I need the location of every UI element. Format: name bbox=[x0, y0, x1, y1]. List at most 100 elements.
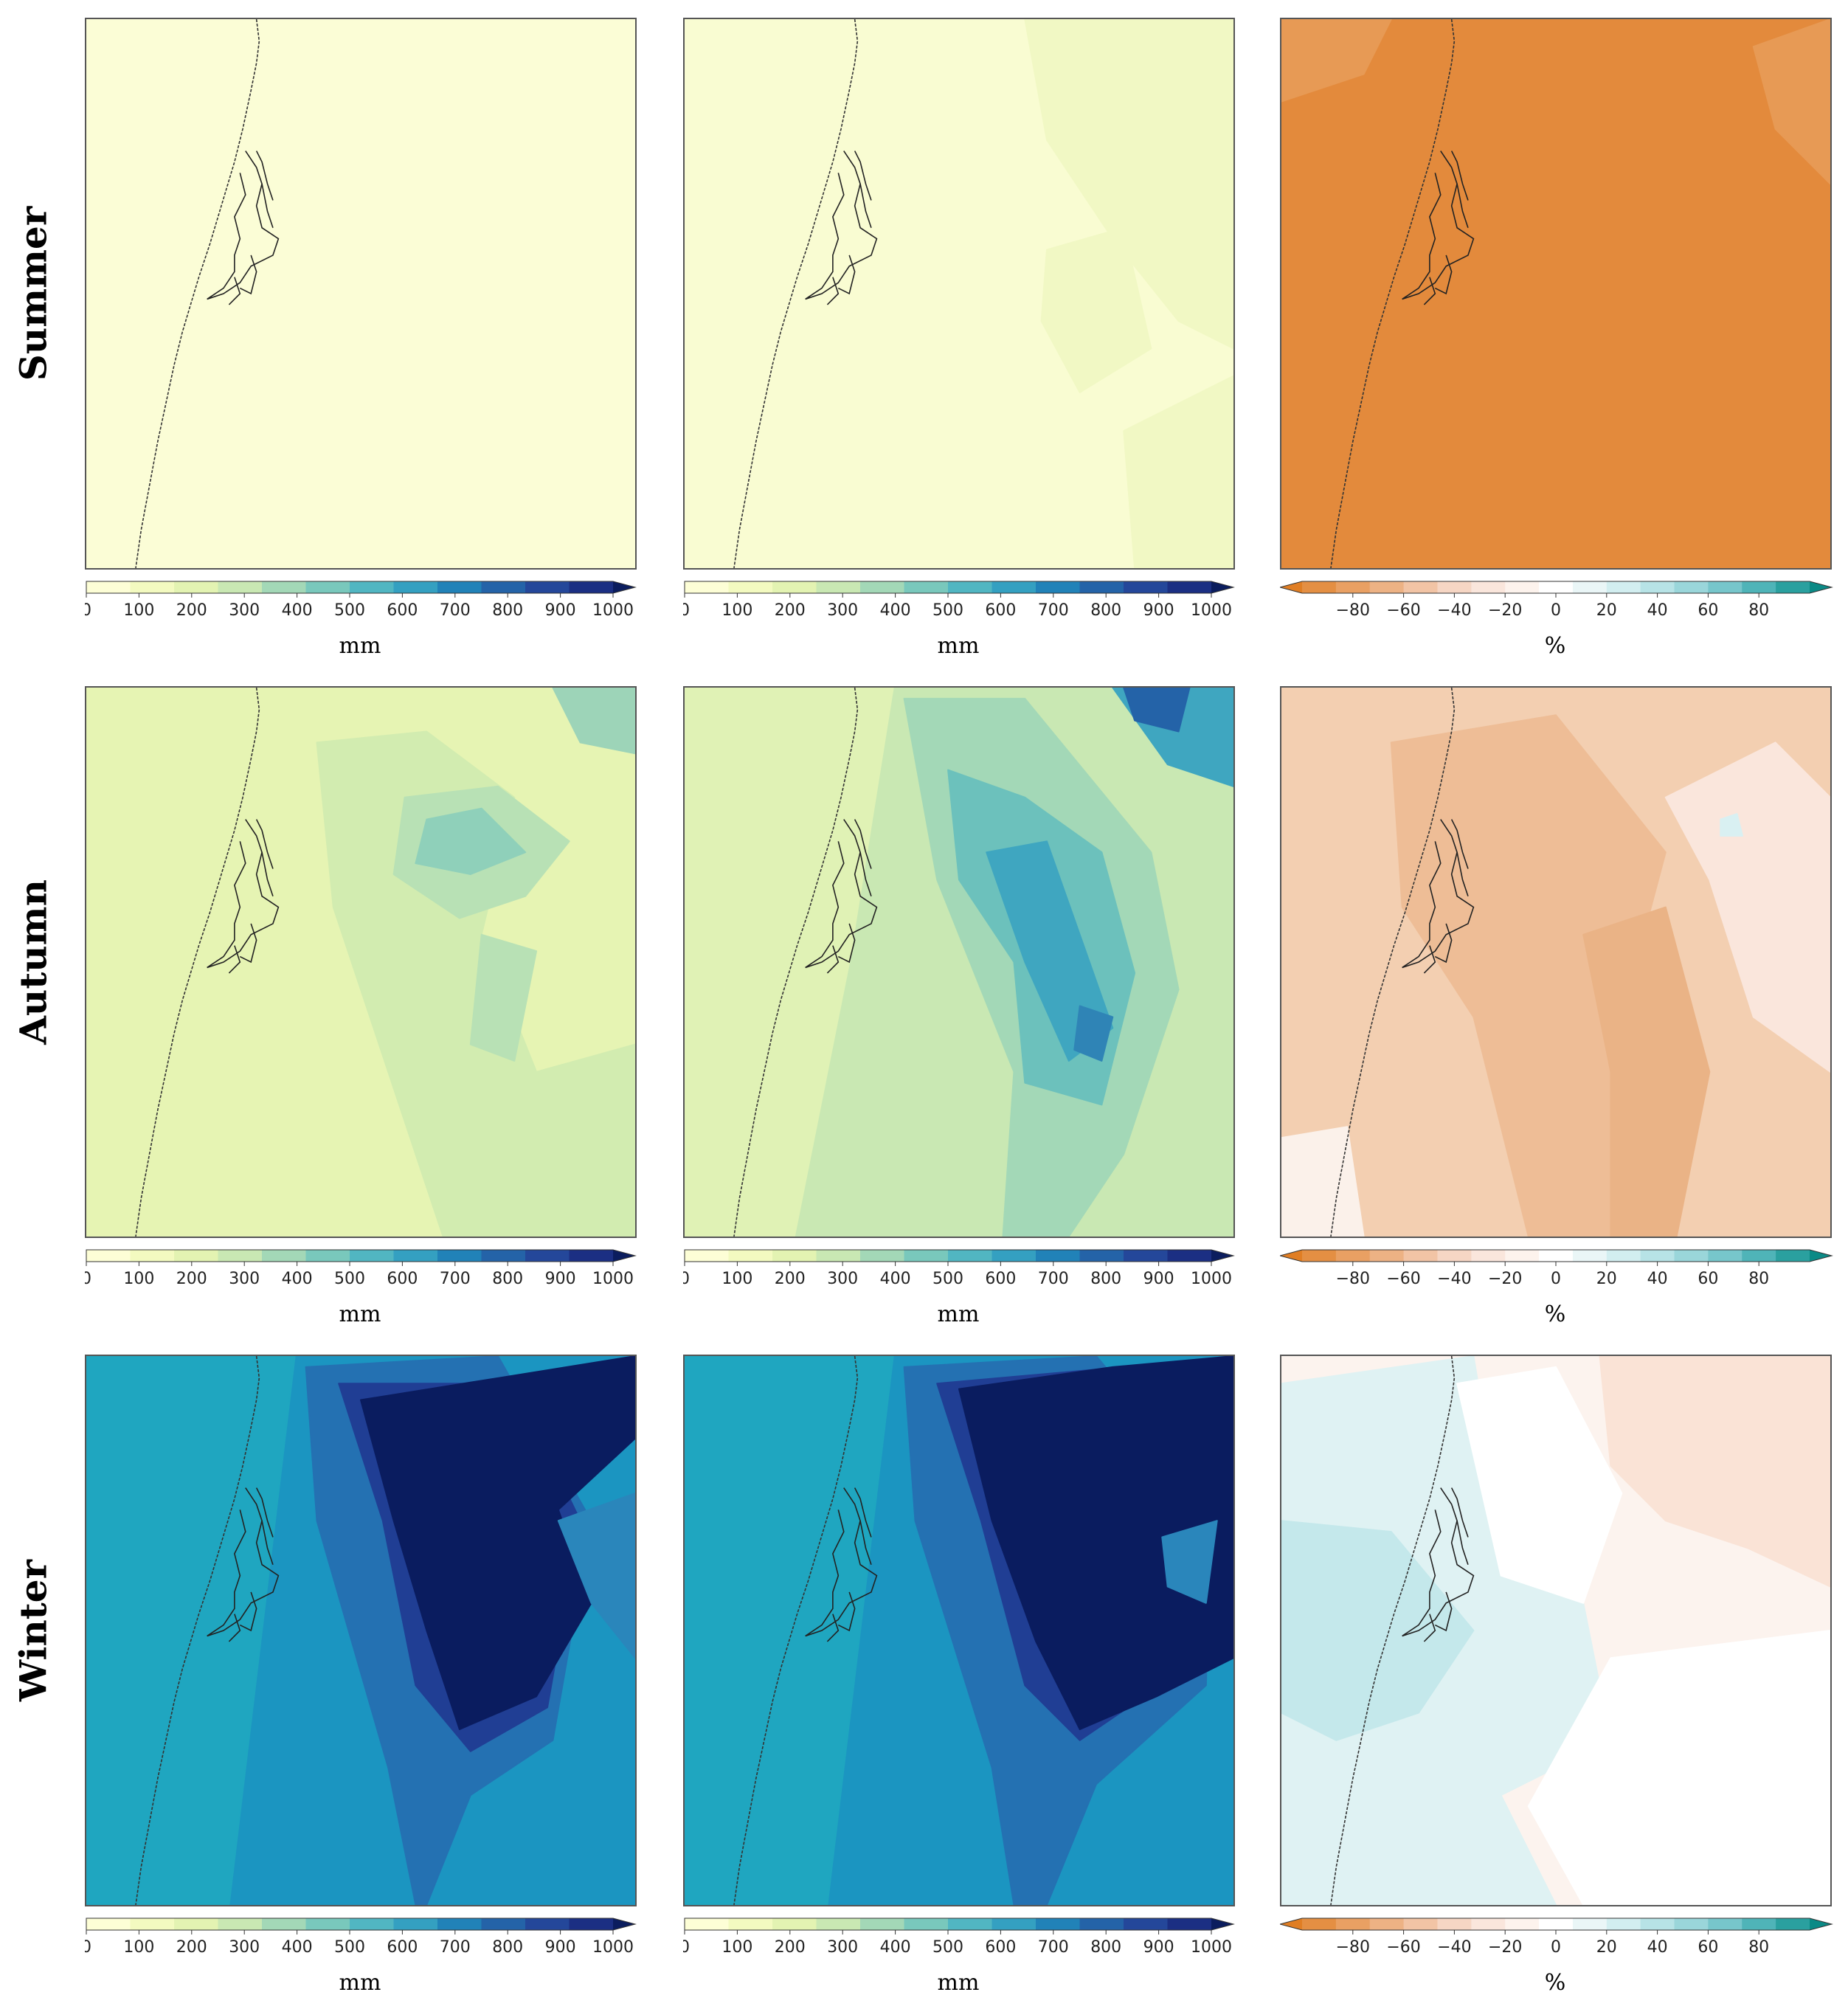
field-region bbox=[415, 807, 527, 875]
colorbar-segment bbox=[1471, 1918, 1506, 1930]
colorbar-tick-label: 300 bbox=[229, 1270, 260, 1288]
colorbar-segment bbox=[685, 581, 729, 593]
field-region bbox=[1073, 1005, 1114, 1062]
colorbar-segment bbox=[1742, 1918, 1776, 1930]
colorbar-tick-label: 700 bbox=[440, 601, 471, 620]
colorbar-frame bbox=[684, 1918, 1235, 1931]
colorbar-frame bbox=[86, 1918, 637, 1931]
colorbar-segment bbox=[1505, 1918, 1540, 1930]
field-region bbox=[1582, 906, 1711, 1237]
colorbar-segment bbox=[1167, 1250, 1212, 1262]
colorbar-extend-arrow bbox=[1211, 581, 1233, 593]
field-region bbox=[1123, 688, 1191, 733]
colorbar-segment bbox=[1742, 1250, 1776, 1262]
colorbar-tick-label: −60 bbox=[1386, 1270, 1420, 1288]
colorbar-segment bbox=[1674, 1918, 1709, 1930]
colorbar-segment bbox=[350, 1250, 394, 1262]
estuary-outline bbox=[1434, 923, 1453, 964]
field-region bbox=[685, 1356, 894, 1905]
colorbar: −80 −60 −40 −20 0 20 40 60 80 bbox=[1278, 1915, 1833, 1992]
estuary-outline bbox=[1456, 852, 1469, 896]
colorbar-tick-label: 1000 bbox=[1191, 1270, 1232, 1288]
colorbar-segment bbox=[1437, 1250, 1472, 1262]
colorbar-tick-label: 900 bbox=[1143, 1938, 1174, 1957]
colorbar-tick-label: 600 bbox=[387, 1938, 418, 1957]
colorbar-segment bbox=[481, 1918, 526, 1930]
colorbar-tick-label: 600 bbox=[387, 601, 418, 620]
colorbar-segment bbox=[1572, 581, 1608, 593]
estuary-outline bbox=[837, 1591, 856, 1632]
colorbar-extend-arrow bbox=[1810, 581, 1832, 593]
colorbar: −80 −60 −40 −20 0 20 40 60 80 bbox=[1278, 578, 1833, 655]
coastline bbox=[733, 19, 859, 568]
colorbar-unit-label: % bbox=[1544, 1970, 1566, 1996]
coastline bbox=[733, 1356, 859, 1905]
colorbar-segment bbox=[218, 1918, 263, 1930]
colorbar-segment bbox=[1572, 1918, 1608, 1930]
colorbar-segment bbox=[1776, 1250, 1810, 1262]
map-autumn-1 bbox=[85, 686, 637, 1238]
estuary-outline bbox=[859, 184, 872, 228]
estuary-outline bbox=[805, 1487, 878, 1637]
colorbar-tick-label: −40 bbox=[1437, 1938, 1471, 1957]
colorbar-tick-label: 100 bbox=[721, 1938, 752, 1957]
colorbar-tick-label: 200 bbox=[176, 1938, 207, 1957]
colorbar-segment bbox=[1079, 1250, 1124, 1262]
map-summer-2 bbox=[683, 18, 1235, 570]
colorbar-segment bbox=[174, 1250, 218, 1262]
colorbar-segment bbox=[1606, 581, 1641, 593]
colorbar-segment bbox=[1124, 1918, 1168, 1930]
colorbar-tick-label: 800 bbox=[492, 601, 523, 620]
colorbar-frame bbox=[86, 1249, 637, 1262]
colorbar-tick-label: 700 bbox=[440, 1938, 471, 1957]
colorbar-segment bbox=[904, 1250, 949, 1262]
colorbar-tick-label: −40 bbox=[1437, 601, 1471, 620]
colorbar-tick-label: 900 bbox=[545, 1270, 576, 1288]
colorbar-tick-label: 700 bbox=[1038, 1938, 1069, 1957]
colorbar-segment bbox=[1302, 581, 1337, 593]
colorbar-tick-label: 600 bbox=[985, 1270, 1016, 1288]
colorbar-segment bbox=[569, 1918, 614, 1930]
coastline bbox=[1330, 1356, 1456, 1905]
colorbar-segment bbox=[569, 581, 614, 593]
estuary-outline bbox=[228, 1614, 241, 1642]
colorbar-unit-label: mm bbox=[339, 1301, 381, 1327]
coastline bbox=[1330, 688, 1456, 1237]
colorbar-segment bbox=[1572, 1250, 1608, 1262]
colorbar-tick-label: 900 bbox=[1143, 1270, 1174, 1288]
colorbar-segment bbox=[174, 581, 218, 593]
colorbar-extend-arrow bbox=[613, 1918, 635, 1930]
field-region bbox=[557, 1493, 635, 1659]
colorbar-segment bbox=[1167, 1918, 1212, 1930]
estuary-outline bbox=[261, 1521, 274, 1565]
colorbar-segment bbox=[1437, 581, 1472, 593]
colorbar-segment bbox=[860, 1250, 904, 1262]
colorbar-segment bbox=[130, 581, 175, 593]
estuary-outline bbox=[1423, 1614, 1436, 1642]
colorbar: 0 100 200 300 400 500 600 700 800 900 1000 bbox=[679, 1247, 1236, 1324]
estuary-outline bbox=[239, 923, 257, 964]
colorbar-segment bbox=[393, 1918, 438, 1930]
colorbar-segment bbox=[772, 1250, 817, 1262]
map-field bbox=[86, 19, 635, 568]
colorbar-extend-arrow bbox=[1280, 1918, 1302, 1930]
colorbar-segment bbox=[1124, 1250, 1168, 1262]
colorbar-tick-label: 800 bbox=[1090, 1938, 1121, 1957]
colorbar-tick-label: 600 bbox=[985, 1938, 1016, 1957]
colorbar-segment bbox=[350, 1918, 394, 1930]
estuary-outline bbox=[255, 1487, 274, 1538]
colorbar-extend-arrow bbox=[1211, 1918, 1233, 1930]
colorbar-unit-label: mm bbox=[937, 1970, 980, 1996]
colorbar-tick-label: 500 bbox=[932, 1938, 963, 1957]
field-region bbox=[1161, 1520, 1218, 1604]
colorbar-tick-label: 900 bbox=[545, 1938, 576, 1957]
colorbar-segment bbox=[1640, 1250, 1675, 1262]
colorbar-segment bbox=[262, 1918, 306, 1930]
colorbar-segment bbox=[1708, 581, 1743, 593]
estuary-outline bbox=[255, 819, 274, 869]
coastline bbox=[135, 1356, 260, 1905]
colorbar-tick-label: 20 bbox=[1596, 601, 1617, 620]
colorbar-segment bbox=[1079, 1918, 1124, 1930]
colorbar-frame bbox=[1278, 1249, 1833, 1262]
colorbar-tick-label: −60 bbox=[1386, 1938, 1420, 1957]
